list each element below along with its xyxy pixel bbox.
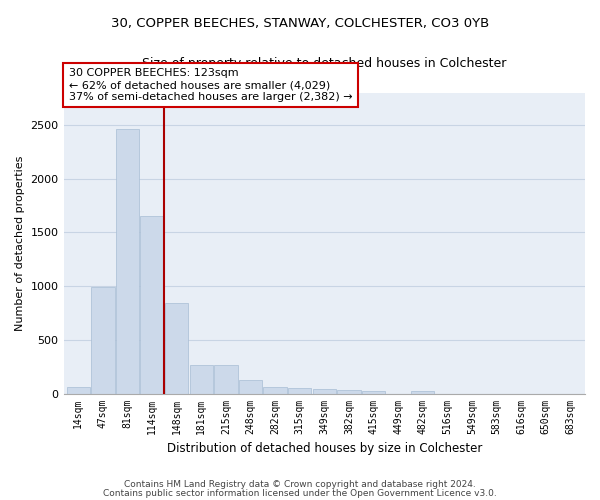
Bar (337, 390, 361, 394)
Bar (214, 364, 238, 394)
Bar (239, 380, 262, 394)
Text: Contains HM Land Registry data © Crown copyright and database right 2024.: Contains HM Land Registry data © Crown c… (124, 480, 476, 489)
Title: Size of property relative to detached houses in Colchester: Size of property relative to detached ho… (142, 58, 506, 70)
Bar (165, 303, 188, 394)
Text: 30, COPPER BEECHES, STANWAY, COLCHESTER, CO3 0YB: 30, COPPER BEECHES, STANWAY, COLCHESTER,… (111, 18, 489, 30)
Bar (116, 129, 139, 394)
Bar (190, 364, 213, 394)
Bar (67, 386, 90, 394)
Bar (288, 388, 311, 394)
Bar (91, 287, 115, 394)
Bar (362, 391, 385, 394)
Bar (411, 391, 434, 394)
Bar (263, 386, 287, 394)
Text: 30 COPPER BEECHES: 123sqm
← 62% of detached houses are smaller (4,029)
37% of se: 30 COPPER BEECHES: 123sqm ← 62% of detac… (69, 68, 352, 102)
X-axis label: Distribution of detached houses by size in Colchester: Distribution of detached houses by size … (167, 442, 482, 455)
Bar (313, 388, 336, 394)
Y-axis label: Number of detached properties: Number of detached properties (15, 156, 25, 330)
Bar (140, 216, 164, 394)
Text: Contains public sector information licensed under the Open Government Licence v3: Contains public sector information licen… (103, 488, 497, 498)
